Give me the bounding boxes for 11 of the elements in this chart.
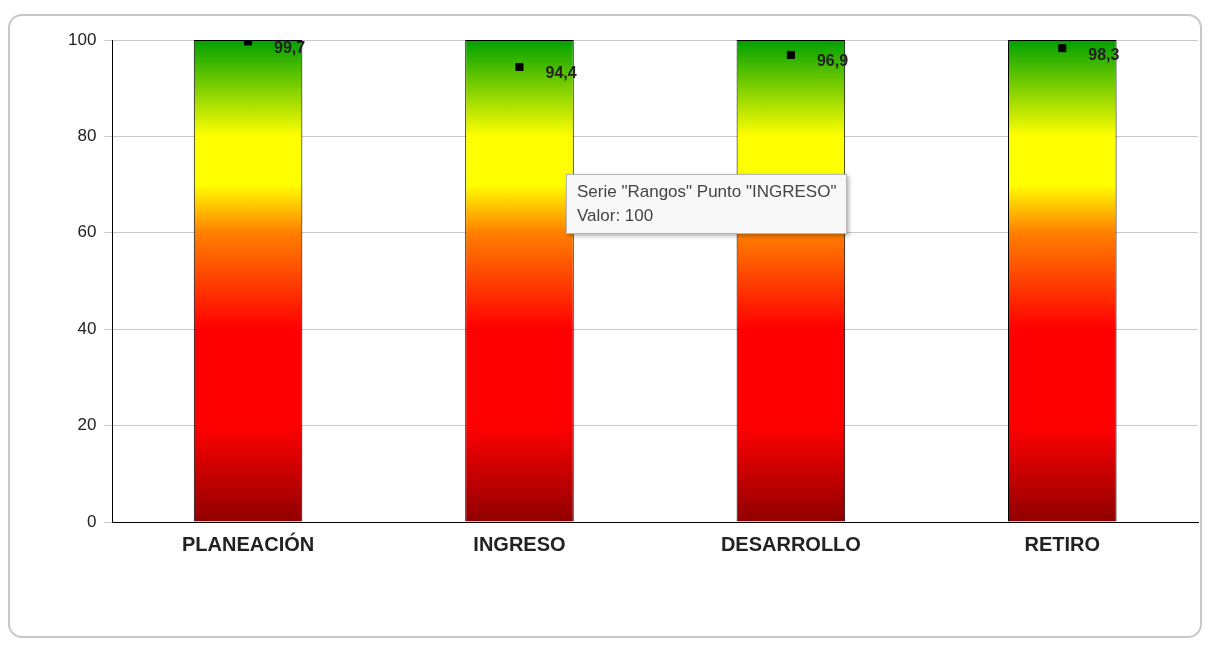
y-tick-label: 80 [77,126,97,146]
x-tick-label: INGRESO [473,532,566,555]
annotation: Serie "Rangos" Punto "INGRESO" Valor: 100 [566,174,848,234]
y-tick-label: 40 [77,318,97,338]
y-tick-label: 60 [77,222,97,242]
x-tick-label: DESARROLLO [720,532,861,555]
x-tick-label: PLANEACIÓN [181,531,315,555]
x-tick-label: RETIRO [1024,532,1101,555]
y-tick-label: 20 [77,415,97,435]
y-tick-label: 0 [86,511,97,531]
y-tick-label: 100 [67,29,97,49]
